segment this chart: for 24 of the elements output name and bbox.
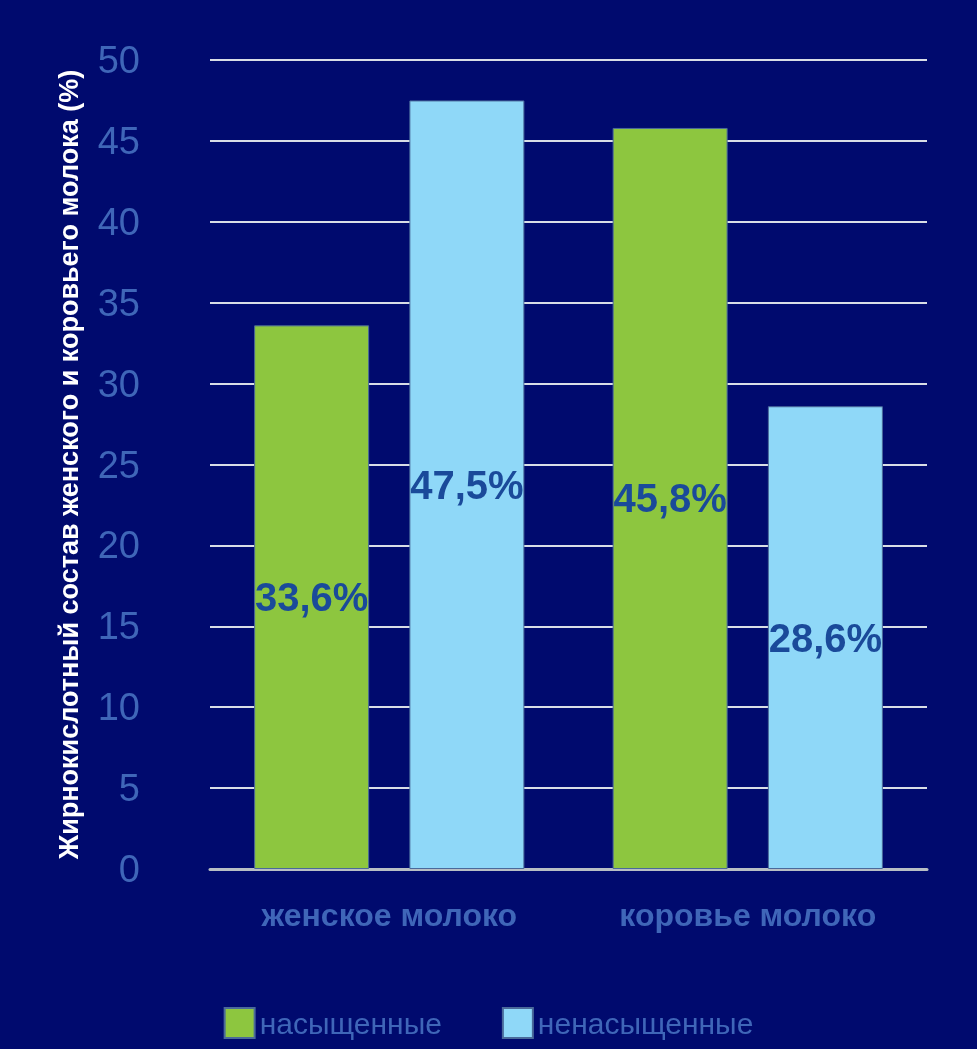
data-label: 33,6% [254, 575, 369, 620]
y-axis-title: Жирнокислотный состав женского и коровьего молока (%) [53, 69, 84, 861]
x-tick-label: женское молоко [260, 897, 518, 933]
bar [612, 127, 728, 869]
y-tick-label: 30 [97, 362, 140, 405]
legend-label: насыщенные [259, 1006, 442, 1040]
y-tick-label: 45 [97, 119, 140, 162]
y-tick-label: 50 [97, 39, 140, 81]
y-tick-label: 20 [97, 524, 140, 567]
legend-label: ненасыщенные [537, 1006, 754, 1040]
data-label: 28,6% [768, 615, 883, 660]
data-label: 47,5% [410, 462, 524, 507]
data-label: 45,8% [613, 476, 727, 521]
y-tick-label: 40 [97, 200, 140, 243]
bar [409, 100, 525, 869]
y-tick-label: 15 [97, 605, 140, 648]
bar [767, 406, 883, 869]
x-tick-label: коровье молоко [619, 897, 877, 933]
y-tick-label: 5 [118, 767, 140, 810]
y-tick-label: 10 [97, 686, 140, 729]
y-tick-label: 25 [97, 443, 140, 486]
bar [254, 325, 370, 869]
y-tick-label: 0 [118, 848, 140, 890]
y-tick-label: 35 [97, 281, 140, 324]
